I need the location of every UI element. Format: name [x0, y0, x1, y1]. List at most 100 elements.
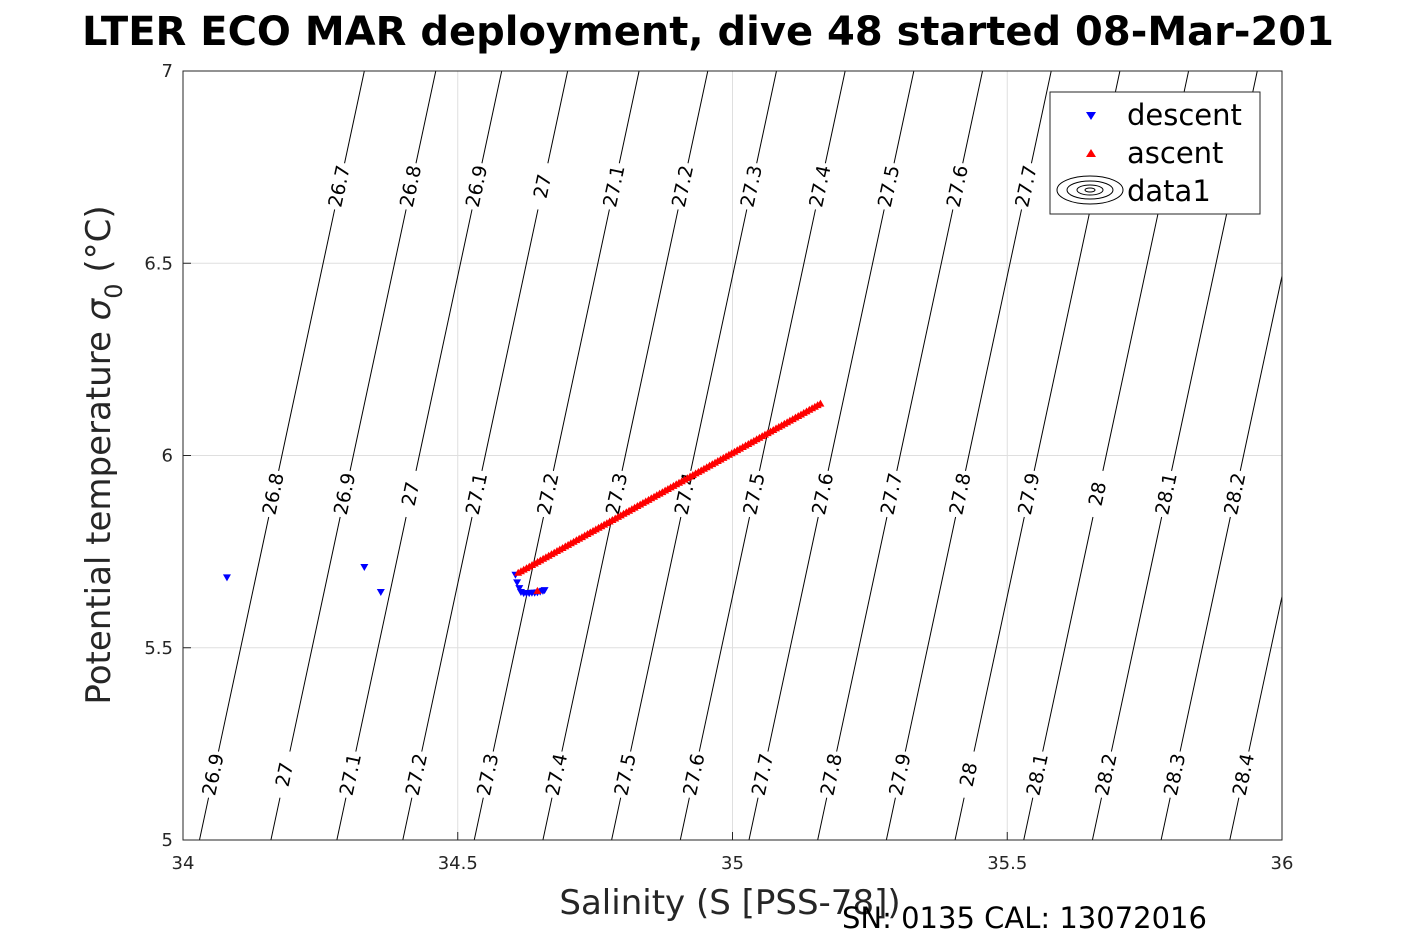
isopycnal-line — [824, 71, 846, 164]
isopycnal-label: 27.2 — [533, 471, 563, 517]
legend-box — [1049, 91, 1261, 215]
isopycnal-line — [611, 797, 622, 840]
legend-ascent-marker — [1086, 149, 1096, 157]
isopycnal-label: 27.4 — [805, 163, 835, 209]
isopycnal-line — [748, 797, 759, 840]
isopycnal-line — [962, 71, 984, 164]
isopycnal-label: 27.3 — [737, 163, 767, 209]
y-tick-label: 7 — [162, 61, 173, 82]
isopycnal-line — [756, 71, 777, 164]
legend-data1-label: data1 — [1127, 174, 1211, 208]
isopycnal-label: 27.4 — [542, 752, 572, 798]
axis-ticks: 34 34.5 35 35.5 36 5 5.5 6 6.5 7 — [144, 61, 1293, 874]
isopycnal-line — [1309, 33, 1403, 471]
isopycnal-line — [1091, 797, 1102, 840]
isopycnal-label: 27 — [530, 172, 557, 200]
isopycnal-label: 27.5 — [739, 471, 769, 517]
x-tick-label: 35 — [721, 853, 744, 874]
isopycnal-label: 28.3 — [1289, 471, 1319, 517]
chart-title: LTER ECO MAR deployment, dive 48 started… — [82, 9, 1334, 55]
isopycnal-line — [421, 516, 473, 752]
isopycnal-label: 26.8 — [258, 471, 288, 517]
isopycnal-label: 26.7 — [324, 163, 354, 209]
y-axis-label-sigma: σ — [79, 297, 119, 320]
isopycnal-line — [198, 797, 210, 840]
isopycnal-label: 28 — [1085, 480, 1112, 508]
isopycnal-line — [1239, 273, 1282, 471]
isopycnal-line — [679, 797, 690, 840]
isopycnal-label: 26.9 — [462, 163, 492, 209]
y-axis-label-main: Potential temperature — [79, 320, 119, 704]
isopycnal-line — [492, 516, 544, 752]
isopycnal-line — [355, 516, 407, 752]
isopycnal-line — [1030, 71, 1052, 164]
isopycnal-line — [690, 209, 748, 471]
isopycnal-line — [885, 797, 896, 840]
isopycnal-line — [964, 209, 1023, 471]
legend-data1-contour-icon — [1056, 175, 1124, 205]
isopycnal-line — [836, 516, 888, 752]
isopycnal-line — [1248, 594, 1282, 752]
isopycnal-line — [415, 209, 473, 471]
isopycnal-line — [1110, 516, 1163, 752]
isopycnal-label: 27.2 — [402, 752, 432, 798]
isopycnal-label: 28.4 — [1229, 752, 1259, 798]
isopycnal-line — [217, 516, 270, 752]
isopycnal-line — [349, 209, 407, 471]
isopycnal-label: 27.7 — [877, 471, 907, 517]
isopycnal-label: 27.9 — [1014, 471, 1044, 517]
isopycnal-line — [904, 516, 957, 752]
isopycnal-label: 27.6 — [943, 163, 973, 209]
isopycnal-line — [289, 516, 341, 752]
descent-point — [513, 579, 522, 587]
isopycnal-label: 28 — [956, 761, 983, 789]
isopycnal-label: 28.2 — [1220, 471, 1250, 517]
isopycnal-label: 28.3 — [1160, 752, 1190, 798]
isopycnal-line — [893, 71, 915, 164]
isopycnal-label: 27.3 — [473, 752, 503, 798]
isopycnal-label: 27.2 — [668, 163, 698, 209]
y-axis-label-unit: (°C) — [79, 205, 119, 283]
ascent-point — [533, 586, 542, 594]
isopycnal-label: 27.8 — [945, 471, 975, 517]
isopycnal-line — [817, 797, 828, 840]
descent-point — [222, 574, 231, 582]
isopycnal-label: 28.2 — [1091, 752, 1121, 798]
isopycnal-line — [481, 71, 503, 164]
isopycnal-line — [621, 209, 679, 471]
x-tick-label: 36 — [1271, 853, 1294, 874]
isopycnal-line — [1023, 797, 1034, 840]
isopycnal-label: 27.1 — [462, 471, 492, 517]
isopycnal-line — [954, 797, 965, 840]
isopycnal-line — [698, 516, 751, 752]
legend-ascent-label: ascent — [1127, 136, 1223, 170]
isopycnal-line — [542, 797, 553, 840]
isopycnal-label: 27.7 — [1011, 163, 1041, 209]
isopycnal-label: 27.7 — [748, 752, 778, 798]
isopycnal-line — [767, 516, 819, 752]
isopycnal-label: 26.9 — [198, 752, 228, 798]
isopycnal-line — [547, 71, 569, 164]
isopycnal-label: 27.5 — [610, 752, 640, 798]
isopycnal-line — [758, 209, 816, 471]
y-tick-label: 5 — [162, 830, 173, 851]
legend-descent-marker — [1086, 112, 1096, 120]
isopycnal-label: 27.6 — [808, 471, 838, 517]
y-tick-label: 5.5 — [144, 638, 173, 659]
isopycnal-line — [1179, 516, 1231, 752]
isopycnal-line — [1229, 797, 1240, 840]
descent-point — [360, 564, 369, 572]
isopycnal-line — [1042, 516, 1094, 752]
isopycnal-line — [618, 71, 640, 164]
isopycnal-label: 28.1 — [1023, 752, 1053, 798]
isopycnal-line — [827, 209, 885, 471]
isopycnal-line — [687, 71, 709, 164]
isopycnal-label: 27 — [398, 480, 425, 508]
isopycnal-line — [1102, 209, 1160, 471]
x-tick-label: 35.5 — [987, 853, 1027, 874]
serial-calibration-footer: SN: 0135 CAL: 13072016 — [842, 901, 1207, 935]
y-tick-label: 6 — [162, 446, 173, 467]
descent-point — [515, 585, 524, 593]
isopycnal-label: 27.9 — [885, 752, 915, 798]
